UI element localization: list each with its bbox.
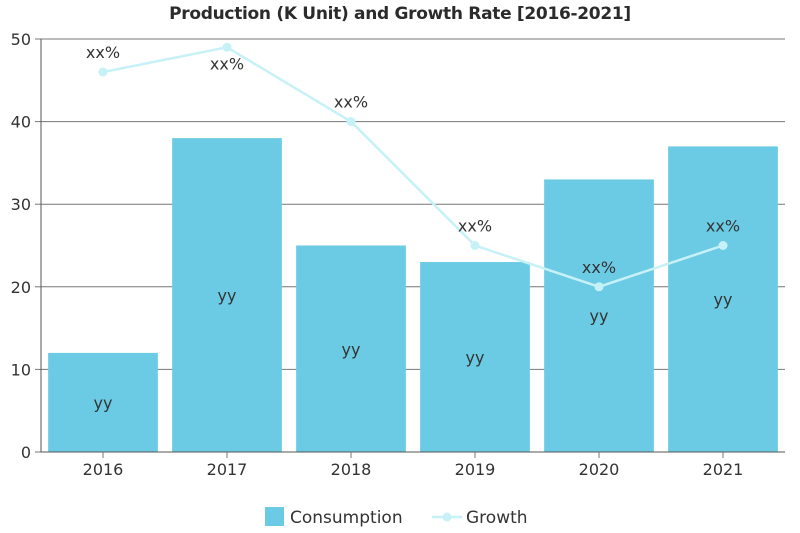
line-data-label: xx% (86, 43, 120, 62)
line-point (470, 241, 480, 250)
growth-line (102, 45, 724, 289)
bar (48, 352, 158, 452)
legend-swatch-growth-point (442, 512, 452, 522)
bar-data-label: yy (590, 307, 609, 326)
data-labels: yy yy yy yy yy yy xx% xx% xx% xx% xx% xx% (86, 43, 740, 412)
x-tick-label: 2017 (207, 460, 248, 479)
chart-title: Production (K Unit) and Growth Rate [201… (169, 4, 631, 24)
bar-data-label: yy (466, 348, 485, 367)
line-point (346, 117, 356, 127)
line-data-label: xx% (458, 217, 492, 236)
y-tick-label: 20 (11, 278, 31, 297)
gridlines (41, 38, 785, 370)
x-tick-label: 2018 (331, 460, 372, 479)
bar (420, 262, 530, 452)
bar (544, 179, 654, 453)
line-series (98, 42, 728, 292)
y-tick-label: 50 (11, 30, 31, 49)
line-point (718, 241, 728, 250)
y-tick-label: 30 (11, 195, 31, 214)
line-data-label: xx% (706, 217, 740, 236)
y-tick-label: 10 (11, 360, 31, 379)
legend-label-consumption: Consumption (290, 508, 403, 528)
x-tick-label: 2016 (83, 460, 124, 479)
line-data-label: xx% (334, 93, 368, 112)
bar (296, 245, 406, 452)
bar-series (48, 138, 778, 453)
legend-swatch-consumption (265, 507, 284, 526)
line-point (222, 42, 232, 52)
bar (172, 138, 282, 452)
bar-data-label: yy (714, 290, 733, 309)
bar-data-label: yy (342, 340, 361, 359)
x-tick-label: 2021 (703, 460, 744, 479)
legend-label-growth: Growth (466, 508, 528, 528)
line-data-label: xx% (582, 258, 616, 277)
bar (668, 146, 778, 452)
legend[interactable]: Consumption Growth (265, 507, 528, 528)
bar-data-label: yy (218, 286, 237, 305)
x-tick-label: 2020 (579, 460, 620, 479)
bar-data-label: yy (94, 393, 113, 412)
x-tick-label: 2019 (455, 460, 496, 479)
y-tick-label: 0 (21, 443, 31, 462)
line-point (98, 67, 108, 77)
line-data-label: xx% (210, 54, 244, 73)
y-tick-label: 40 (11, 113, 31, 132)
axes: 0 10 20 30 40 50 2016 2017 2018 2019 2020 2021 (11, 30, 785, 479)
line-point (594, 282, 604, 292)
